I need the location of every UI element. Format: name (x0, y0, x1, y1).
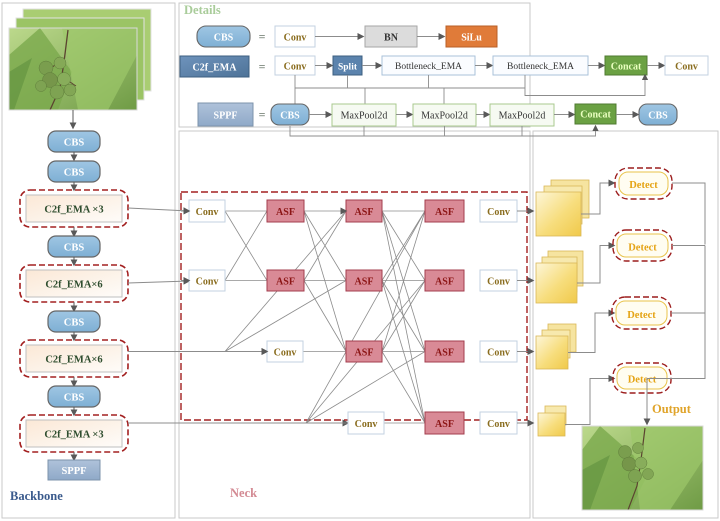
svg-text:SPPF: SPPF (214, 111, 238, 122)
svg-text:CBS: CBS (64, 168, 85, 179)
svg-text:Detect: Detect (628, 375, 657, 386)
svg-text:Conv: Conv (355, 419, 378, 430)
svg-text:ASF: ASF (435, 348, 454, 359)
svg-text:Detect: Detect (628, 243, 657, 254)
svg-text:Conv: Conv (284, 62, 307, 73)
svg-text:Detect: Detect (627, 310, 656, 321)
svg-text:Bottleneck_EMA: Bottleneck_EMA (507, 62, 574, 72)
svg-text:SPPF: SPPF (61, 466, 86, 477)
svg-text:Concat: Concat (611, 62, 642, 73)
svg-text:ASF: ASF (435, 419, 454, 430)
svg-text:CBS: CBS (64, 393, 85, 404)
svg-text:Conv: Conv (487, 348, 510, 359)
svg-text:Details: Details (184, 3, 221, 17)
svg-text:Detect: Detect (629, 180, 658, 191)
svg-text:CBS: CBS (648, 111, 668, 122)
svg-text:C2f_EMA: C2f_EMA (193, 63, 238, 74)
svg-text:CBS: CBS (64, 243, 85, 254)
svg-text:Conv: Conv (196, 207, 219, 218)
svg-text:ASF: ASF (355, 277, 374, 288)
svg-text:Conv: Conv (274, 348, 297, 359)
svg-text:C2f_EMA×6: C2f_EMA×6 (45, 280, 102, 291)
svg-text:Conv: Conv (487, 277, 510, 288)
svg-text:C2f_EMA ×3: C2f_EMA ×3 (44, 205, 103, 216)
svg-text:=: = (259, 60, 266, 74)
svg-text:Bottleneck_EMA: Bottleneck_EMA (395, 62, 462, 72)
svg-text:ASF: ASF (435, 277, 454, 288)
svg-text:C2f_EMA×6: C2f_EMA×6 (45, 355, 102, 366)
svg-text:Conv: Conv (487, 419, 510, 430)
svg-text:Conv: Conv (675, 62, 698, 73)
svg-text:ASF: ASF (276, 277, 295, 288)
svg-text:CBS: CBS (280, 111, 300, 122)
svg-text:CBS: CBS (64, 138, 85, 149)
svg-text:CBS: CBS (214, 33, 234, 44)
svg-text:=: = (259, 108, 266, 122)
svg-text:CBS: CBS (64, 318, 85, 329)
svg-text:Neck: Neck (230, 486, 257, 500)
svg-text:Output: Output (652, 402, 692, 416)
svg-text:ASF: ASF (276, 207, 295, 218)
svg-text:Concat: Concat (580, 110, 611, 121)
svg-text:ASF: ASF (355, 348, 374, 359)
svg-text:C2f_EMA ×3: C2f_EMA ×3 (44, 430, 103, 441)
svg-text:Conv: Conv (196, 277, 219, 288)
svg-text:Conv: Conv (487, 207, 510, 218)
svg-text:ASF: ASF (435, 207, 454, 218)
svg-text:MaxPool2d: MaxPool2d (341, 111, 388, 122)
svg-text:SiLu: SiLu (461, 33, 482, 44)
svg-text:Backbone: Backbone (10, 489, 63, 503)
svg-text:Conv: Conv (284, 33, 307, 44)
svg-text:BN: BN (384, 33, 399, 44)
svg-text:MaxPool2d: MaxPool2d (499, 111, 546, 122)
svg-text:MaxPool2d: MaxPool2d (421, 111, 468, 122)
svg-text:ASF: ASF (355, 207, 374, 218)
svg-text:Split: Split (338, 63, 358, 73)
svg-text:=: = (259, 30, 266, 44)
